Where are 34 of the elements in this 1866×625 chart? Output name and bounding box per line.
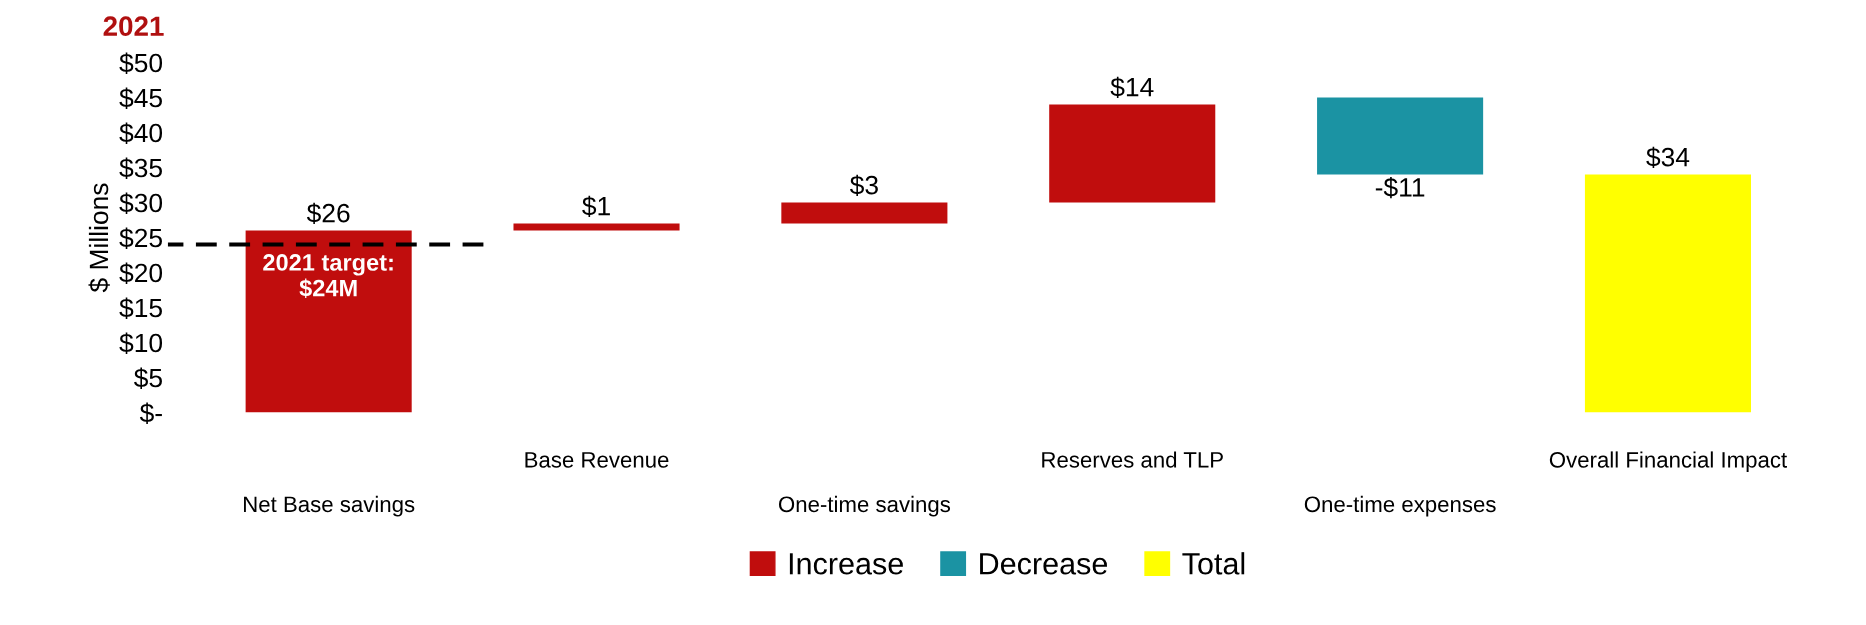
y-tick-label: $20 [119, 262, 163, 284]
y-tick-label: $10 [119, 332, 163, 354]
data-label: $34 [1646, 146, 1690, 169]
y-tick-label: $15 [119, 297, 162, 319]
x-tick-label: Net Base savings [244, 495, 415, 517]
data-label: -$11 [1375, 176, 1425, 199]
legend-label: Increase [789, 553, 903, 575]
x-tick-label: Base Revenue [525, 452, 669, 468]
y-tick-label: $50 [119, 52, 163, 74]
bar [1584, 174, 1751, 413]
x-tick-label: Overall Financial Impact [1549, 451, 1787, 473]
legend-label: Decrease [980, 553, 1108, 575]
chart-title: 2021 [103, 16, 164, 37]
legend-label: Total [1182, 552, 1245, 575]
data-label: $14 [1110, 76, 1154, 99]
x-tick-label: One-time expenses [1304, 495, 1496, 517]
data-label: $26 [306, 202, 350, 225]
y-tick-label: $5 [134, 367, 162, 389]
data-label: $1 [582, 195, 610, 218]
bar [513, 223, 680, 231]
y-tick-label: $25 [119, 227, 162, 249]
x-tick-label: One-time savings [778, 495, 951, 517]
y-tick-label: $- [139, 402, 162, 424]
y-axis-title: $ Millions [88, 183, 110, 293]
data-label: $3 [849, 174, 878, 197]
ref-line-label: 2021 target: $24M [263, 254, 393, 298]
bar [1049, 104, 1216, 203]
y-tick-label: $40 [119, 122, 163, 144]
bar [781, 202, 948, 224]
y-tick-label: $35 [119, 157, 162, 179]
y-tick-label: $45 [119, 87, 162, 109]
x-tick-label: Reserves and TLP [1042, 451, 1223, 468]
y-tick-label: $30 [119, 192, 163, 214]
bar [1317, 97, 1484, 175]
